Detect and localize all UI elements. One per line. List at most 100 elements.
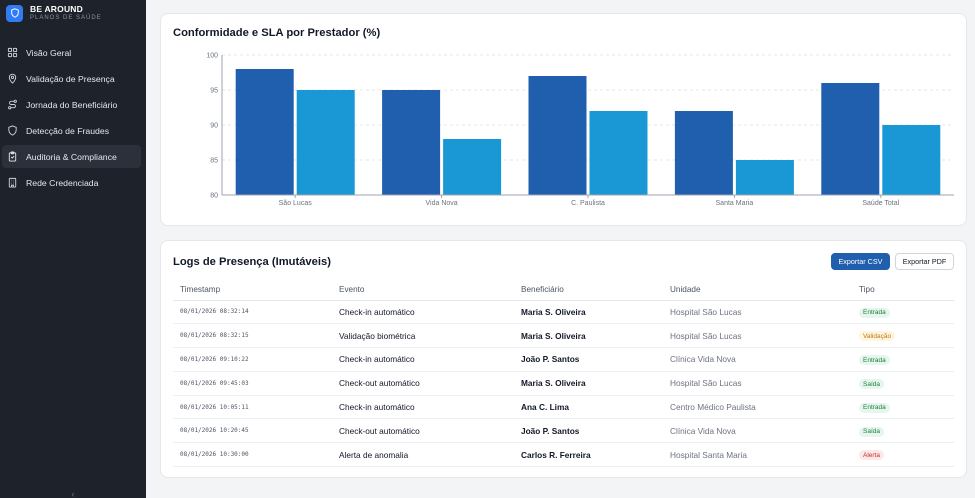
sidebar-item-auditoria-compliance[interactable]: Auditoria & Compliance xyxy=(2,145,141,168)
bar-series-2 xyxy=(589,111,648,195)
sidebar-item-label: Jornada do Beneficiário xyxy=(26,99,118,110)
route-icon xyxy=(7,99,18,110)
timestamp-cell: 08/01/2026 09:10:22 xyxy=(173,347,332,372)
export-pdf-button[interactable]: Exportar PDF xyxy=(895,253,954,270)
clipboard-check-icon xyxy=(7,151,18,162)
beneficiary-cell: João P. Santos xyxy=(514,418,663,444)
brand-name: BE AROUND xyxy=(30,3,83,14)
event-cell: Check-out automático xyxy=(332,418,514,444)
status-badge: Entrada xyxy=(859,355,890,366)
bar-chart: 80 85 90 95 100 São Lucas Vida Nova C. Paulista… xyxy=(206,53,954,207)
x-tick-label: São Lucas xyxy=(279,200,313,207)
unit-cell: Hospital São Lucas xyxy=(663,323,852,349)
type-cell: Validação xyxy=(852,323,954,349)
timestamp-cell: 08/01/2026 08:32:14 xyxy=(173,300,332,325)
sidebar-item-label: Auditoria & Compliance xyxy=(26,151,117,162)
beneficiary-cell: Maria S. Oliveira xyxy=(514,323,663,349)
chevron-left-icon: ‹ xyxy=(71,488,75,498)
unit-cell: Centro Médico Paulista xyxy=(663,395,852,420)
table-row[interactable]: 08/01/2026 08:32:14 Check-in automático Ma… xyxy=(173,300,954,325)
logs-table: Timestamp Evento Beneficiário Unidade Ti… xyxy=(173,279,954,468)
shield-icon xyxy=(6,4,23,22)
event-cell: Check-in automático xyxy=(332,395,514,420)
column-header-unidade[interactable]: Unidade xyxy=(663,279,852,301)
event-cell: Check-in automático xyxy=(332,347,514,372)
sidebar: BE AROUND PLANOS DE SAÚDE Visão Geral Va… xyxy=(0,0,146,498)
type-cell: Entrada xyxy=(852,347,954,372)
timestamp-cell: 08/01/2026 10:20:45 xyxy=(173,418,332,444)
bar-series-1 xyxy=(674,111,733,195)
beneficiary-cell: Ana C. Lima xyxy=(514,395,663,420)
main-content: Conformidade e SLA por Prestador (%) 80 8… xyxy=(146,0,975,498)
event-cell: Check-out automático xyxy=(332,371,514,396)
bar-series-1 xyxy=(528,76,587,195)
sidebar-item-label: Visão Geral xyxy=(26,47,72,58)
beneficiary-cell: Carlos R. Ferreira xyxy=(514,442,663,468)
brand-subtitle: PLANOS DE SAÚDE xyxy=(30,15,102,22)
table-header-row: Timestamp Evento Beneficiário Unidade Ti… xyxy=(173,279,954,301)
building-icon xyxy=(7,177,18,188)
shield-icon xyxy=(7,125,18,136)
table-row[interactable]: 08/01/2026 09:45:03 Check-out automático M… xyxy=(173,371,954,396)
y-tick-label: 85 xyxy=(210,158,218,165)
beneficiary-cell: Maria S. Oliveira xyxy=(514,371,663,396)
bar-series-2 xyxy=(882,125,941,195)
unit-cell: Hospital Santa Maria xyxy=(663,442,852,468)
status-badge: Saída xyxy=(859,379,884,390)
column-header-beneficiario[interactable]: Beneficiário xyxy=(514,279,663,301)
collapse-sidebar-button[interactable]: ‹ xyxy=(0,489,146,498)
type-cell: Entrada xyxy=(852,300,954,325)
sidebar-item-label: Rede Credenciada xyxy=(26,177,99,188)
bar-series-1 xyxy=(235,69,294,195)
event-cell: Validação biométrica xyxy=(332,323,514,349)
event-cell: Alerta de anomalia xyxy=(332,442,514,468)
logs-table-body: 08/01/2026 08:32:14 Check-in automático Ma… xyxy=(173,300,954,468)
type-cell: Alerta xyxy=(852,442,954,468)
x-tick-label: C. Paulista xyxy=(571,200,605,207)
column-header-timestamp[interactable]: Timestamp xyxy=(173,279,332,301)
column-header-tipo[interactable]: Tipo xyxy=(852,279,954,301)
y-tick-label: 80 xyxy=(210,193,218,200)
table-row[interactable]: 08/01/2026 08:32:15 Validação biométrica M… xyxy=(173,323,954,349)
brand[interactable]: BE AROUND PLANOS DE SAÚDE xyxy=(0,0,146,26)
export-csv-button[interactable]: Exportar CSV xyxy=(831,253,890,270)
status-badge: Saída xyxy=(859,426,884,437)
event-cell: Check-in automático xyxy=(332,300,514,325)
table-row[interactable]: 08/01/2026 10:30:00 Alerta de anomalia Car… xyxy=(173,442,954,468)
logs-title: Logs de Presença (Imutáveis) xyxy=(173,256,331,268)
timestamp-cell: 08/01/2026 10:30:00 xyxy=(173,442,332,468)
status-badge: Entrada xyxy=(859,402,890,413)
sidebar-item-label: Validação de Presença xyxy=(26,73,115,84)
column-header-evento[interactable]: Evento xyxy=(332,279,514,301)
sidebar-item-validacao-presenca[interactable]: Validação de Presença xyxy=(2,67,141,90)
type-cell: Entrada xyxy=(852,395,954,420)
timestamp-cell: 08/01/2026 09:45:03 xyxy=(173,371,332,396)
x-tick-label: Santa Maria xyxy=(716,200,754,207)
y-tick-label: 100 xyxy=(206,53,218,60)
bar-series-2 xyxy=(443,139,502,195)
y-tick-label: 95 xyxy=(210,88,218,95)
bar-series-2 xyxy=(296,90,355,195)
sidebar-item-label: Detecção de Fraudes xyxy=(26,125,110,136)
table-row[interactable]: 08/01/2026 09:10:22 Check-in automático Jo… xyxy=(173,347,954,372)
sidebar-item-jornada-beneficiario[interactable]: Jornada do Beneficiário xyxy=(2,93,141,116)
unit-cell: Clínica Vida Nova xyxy=(663,347,852,372)
status-badge: Alerta xyxy=(859,450,884,461)
x-tick-label: Vida Nova xyxy=(426,200,458,207)
bar-series-2 xyxy=(735,160,794,195)
sidebar-item-deteccao-fraudes[interactable]: Detecção de Fraudes xyxy=(2,119,141,142)
sidebar-item-rede-credenciada[interactable]: Rede Credenciada xyxy=(2,171,141,194)
sla-chart-card: Conformidade e SLA por Prestador (%) 80 8… xyxy=(160,13,967,226)
sidebar-item-visao-geral[interactable]: Visão Geral xyxy=(2,41,141,64)
bar-series-1 xyxy=(382,90,441,195)
timestamp-cell: 08/01/2026 08:32:15 xyxy=(173,323,332,349)
y-tick-label: 90 xyxy=(210,123,218,130)
table-row[interactable]: 08/01/2026 10:20:45 Check-out automático J… xyxy=(173,418,954,444)
status-badge: Entrada xyxy=(859,307,890,318)
table-row[interactable]: 08/01/2026 10:05:11 Check-in automático An… xyxy=(173,395,954,420)
type-cell: Saída xyxy=(852,371,954,396)
beneficiary-cell: João P. Santos xyxy=(514,347,663,372)
status-badge: Validação xyxy=(859,331,896,342)
timestamp-cell: 08/01/2026 10:05:11 xyxy=(173,395,332,420)
unit-cell: Hospital São Lucas xyxy=(663,371,852,396)
